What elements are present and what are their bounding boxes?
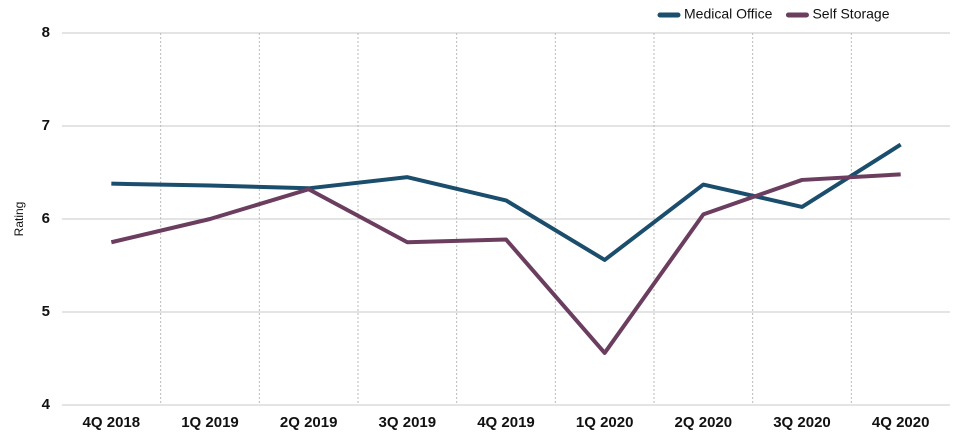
y-tick-label: 4 [42, 396, 51, 413]
y-axis-label: Rating [12, 202, 26, 237]
x-tick-label: 1Q 2019 [181, 414, 239, 431]
x-tick-label: 2Q 2019 [280, 414, 338, 431]
x-tick-label: 3Q 2019 [379, 414, 437, 431]
x-tick-label: 1Q 2020 [576, 414, 634, 431]
x-tick-label: 2Q 2020 [675, 414, 733, 431]
y-tick-label: 5 [42, 303, 50, 320]
y-tick-label: 6 [42, 210, 50, 227]
series-line [110, 172, 901, 355]
y-tick-label: 8 [42, 24, 50, 41]
series-line [111, 142, 902, 262]
x-tick-label: 3Q 2020 [773, 414, 831, 431]
legend-label: Self Storage [812, 6, 889, 22]
legend-label: Medical Office [684, 6, 773, 22]
x-tick-label: 4Q 2019 [477, 414, 535, 431]
x-tick-label: 4Q 2020 [872, 414, 930, 431]
y-tick-label: 7 [42, 117, 50, 134]
x-tick-label: 4Q 2018 [83, 414, 141, 431]
